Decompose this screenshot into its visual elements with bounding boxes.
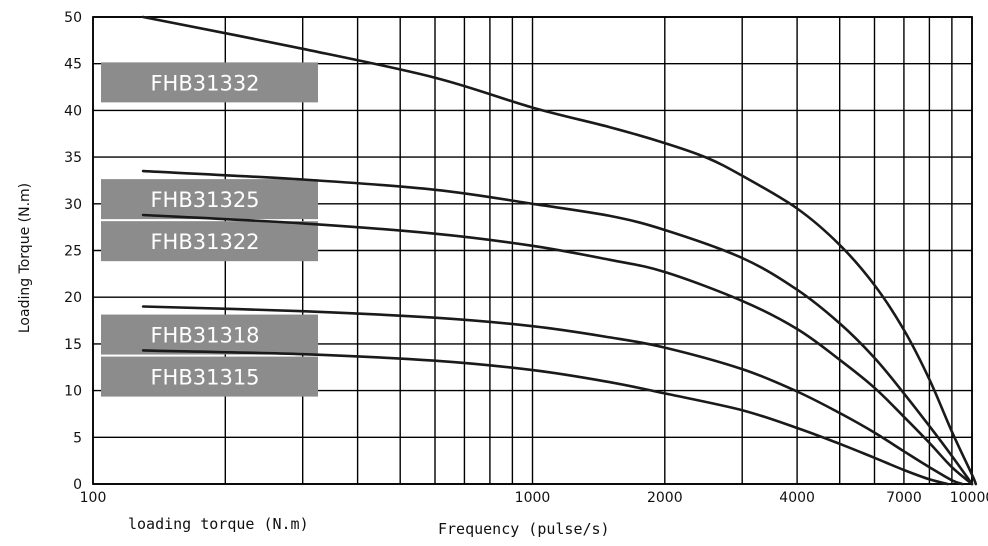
series-label-box: FHB31322 <box>101 221 318 262</box>
y-tick-labels: 0 5 10 15 20 25 30 35 40 45 50 <box>64 10 82 493</box>
y-tick-label: 5 <box>73 430 82 446</box>
y-tick-label: 0 <box>73 477 82 493</box>
plot-border <box>92 16 973 485</box>
series-label-box: FHB31325 <box>101 179 318 220</box>
series-label-boxes: FHB31332 FHB31325 FHB31322 FHB31318 FHB31315 <box>101 62 318 397</box>
grid <box>92 16 973 485</box>
y-tick-label: 50 <box>64 10 82 26</box>
y-tick-label: 15 <box>64 337 82 353</box>
series-line-fhb31332 <box>141 15 978 486</box>
label-box-background <box>101 179 318 220</box>
y-tick-label: 20 <box>64 290 82 306</box>
series-line-fhb31322 <box>141 213 974 486</box>
series-line-fhb31315 <box>141 349 949 486</box>
series-label-text: FHB31325 <box>150 188 259 212</box>
x-tick-label: 100 <box>80 490 107 506</box>
x-tick-label: 7000 <box>886 490 922 506</box>
series-line-fhb31325 <box>141 169 974 486</box>
series-curves <box>141 15 978 486</box>
series-label-text: FHB31332 <box>150 71 259 95</box>
plot-frame <box>92 16 973 485</box>
label-box-background <box>101 356 318 397</box>
y-tick-label: 30 <box>64 197 82 213</box>
y-tick-label: 45 <box>64 57 82 73</box>
x-tick-label: 1000 <box>515 490 551 506</box>
x-extra-label: loading torque (N.m) <box>128 515 309 533</box>
label-box-background <box>101 314 318 355</box>
label-box-background <box>101 62 318 103</box>
x-tick-labels: 100 1000 2000 4000 7000 10000 <box>80 490 988 506</box>
y-tick-label: 40 <box>64 103 82 119</box>
series-label-box: FHB31315 <box>101 356 318 397</box>
y-tick-label: 35 <box>64 150 82 166</box>
series-label-text: FHB31318 <box>150 324 259 348</box>
series-label-text: FHB31315 <box>150 366 259 390</box>
series-label-text: FHB31322 <box>150 230 259 254</box>
y-tick-label: 25 <box>64 244 82 260</box>
series-label-box: FHB31318 <box>101 314 318 355</box>
y-axis-title: Loading Torque (N.m) <box>17 183 33 333</box>
label-box-background <box>101 221 318 262</box>
x-tick-label: 2000 <box>647 490 683 506</box>
x-tick-label: 4000 <box>779 490 815 506</box>
y-tick-label: 10 <box>64 384 82 400</box>
x-axis-title: Frequency (pulse/s) <box>438 520 610 538</box>
series-label-box: FHB31332 <box>101 62 318 103</box>
x-tick-label: 10000 <box>950 490 988 506</box>
series-line-fhb31318 <box>141 305 964 486</box>
